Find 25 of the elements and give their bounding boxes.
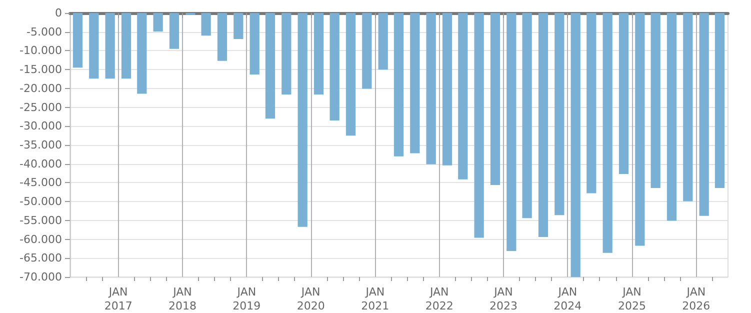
x-tick-label: JAN 2022 — [425, 286, 454, 312]
y-tick-label: -10.000 — [20, 44, 62, 58]
x-tick-label: JAN 2026 — [682, 286, 710, 312]
x-tick-label: JAN 2018 — [168, 286, 197, 312]
y-tick-label: 0 — [55, 6, 62, 20]
y-tick-label: -20.000 — [20, 82, 62, 95]
x-tick-label: JAN 2024 — [554, 286, 582, 312]
y-tick-label: -30.000 — [20, 120, 62, 133]
y-tick-label: -65.000 — [20, 252, 62, 265]
y-tick-label: -5.000 — [26, 25, 62, 38]
y-tick-label: -45.000 — [20, 176, 62, 190]
y-tick-label: -60.000 — [20, 232, 62, 246]
x-tick-label: JAN 2025 — [618, 286, 646, 312]
y-tick-label: -35.000 — [20, 138, 62, 152]
y-tick-label: -15.000 — [20, 63, 62, 76]
x-tick-label: JAN 2019 — [232, 286, 261, 312]
x-tick-label: JAN 2020 — [296, 286, 325, 312]
x-tick-label: JAN 2021 — [361, 286, 390, 312]
y-tick-label: -50.000 — [20, 195, 62, 208]
y-tick-label: -25.000 — [20, 100, 62, 114]
x-tick-label: JAN 2017 — [104, 286, 132, 312]
y-tick-label: -40.000 — [20, 157, 62, 170]
y-tick-label: -70.000 — [20, 270, 62, 284]
y-tick-label: -55.000 — [20, 214, 62, 227]
x-tick-label: JAN 2023 — [490, 286, 518, 312]
